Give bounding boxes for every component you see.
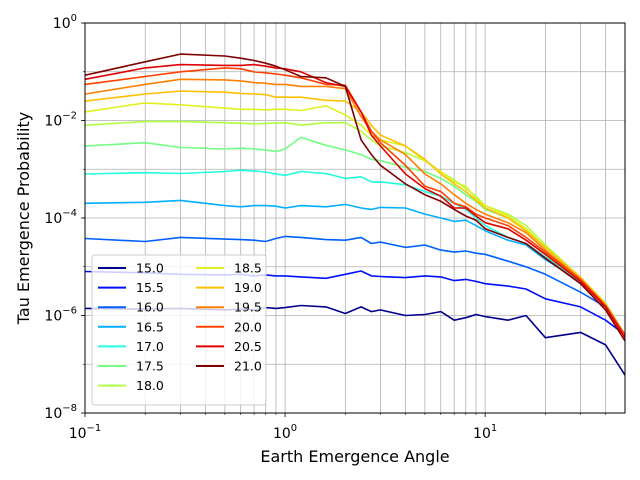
legend-label: 19.0	[234, 280, 262, 295]
series-line-21.0	[85, 53, 625, 342]
legend-label: 18.0	[136, 378, 164, 393]
axis-ticks: 10−1 100 101 10−8 10−6 10−4 10−2 100	[44, 13, 606, 442]
series-line-19.0	[85, 90, 625, 336]
y-tick-label: 10−8	[44, 403, 77, 422]
x-tick-label: 10−1	[69, 423, 102, 442]
legend-label: 15.5	[136, 280, 164, 295]
legend: 15.0 15.5 16.0 16.5 17.0 17.5 18.0 18.5 19.0 19.5…	[91, 254, 267, 406]
legend-label: 19.5	[234, 300, 262, 315]
legend-label: 15.0	[136, 261, 164, 276]
y-tick-label: 10−4	[44, 208, 77, 227]
legend-label: 17.5	[136, 359, 164, 374]
legend-label: 20.0	[234, 319, 262, 334]
series-line-16.5	[85, 199, 625, 336]
x-axis-label: Earth Emergence Angle	[260, 447, 449, 466]
y-tick-label: 10−6	[44, 306, 77, 325]
x-tick-label: 101	[473, 423, 497, 442]
y-axis-label: Tau Emergence Probability	[14, 112, 33, 325]
y-tick-label: 100	[53, 13, 77, 32]
series-line-19.5	[85, 78, 625, 336]
x-tick-label: 100	[273, 423, 297, 442]
series-line-16.0	[85, 235, 625, 336]
series-line-18.0	[85, 120, 625, 336]
legend-label: 17.0	[136, 339, 164, 354]
legend-box	[91, 254, 267, 406]
legend-label: 21.0	[234, 359, 262, 374]
legend-label: 16.0	[136, 300, 164, 315]
legend-label: 16.5	[136, 319, 164, 334]
legend-label: 20.5	[234, 339, 262, 354]
y-tick-label: 10−2	[44, 111, 77, 130]
legend-label: 18.5	[234, 261, 262, 276]
series-line-20.5	[85, 63, 625, 339]
series-lines	[85, 53, 625, 376]
series-line-20.0	[85, 67, 625, 336]
